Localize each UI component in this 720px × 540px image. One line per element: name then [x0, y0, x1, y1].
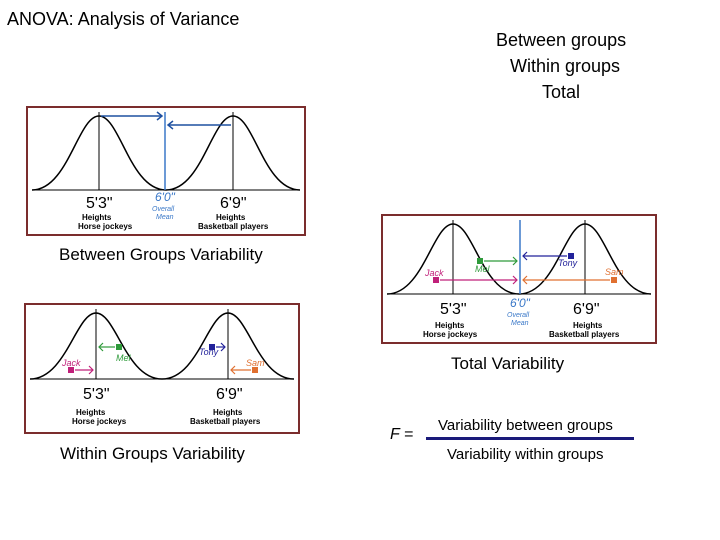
- basketball-heights-label: Heights: [216, 213, 246, 222]
- basketball-group-label: Basketball players: [190, 417, 261, 426]
- jack-label: Jack: [424, 268, 444, 278]
- jockey-mean-label: 5'3": [86, 195, 113, 212]
- formula-denominator: Variability within groups: [447, 446, 604, 463]
- basketball-group-label: Basketball players: [549, 330, 620, 339]
- jockey-mean-label: 5'3": [440, 301, 467, 318]
- basketball-group-label: Basketball players: [198, 222, 269, 231]
- mel-arrow-head: [512, 256, 518, 266]
- legend-between: Between groups: [496, 30, 627, 50]
- jack-marker: [68, 367, 74, 373]
- f-label: F =: [390, 426, 414, 443]
- tony-label: Tony: [558, 258, 578, 268]
- basketball-mean-label: 6'9": [220, 195, 247, 212]
- basketball-arrow-head: [166, 120, 174, 130]
- mel-label: Mel: [475, 264, 491, 274]
- formula-numerator: Variability between groups: [438, 417, 613, 434]
- tony-label: Tony: [199, 347, 219, 357]
- mel-label: Mel: [116, 353, 132, 363]
- total-variability-svg: Mel Jack Tony Sam 5'3" 6'9" 6'0" Overall…: [386, 220, 652, 339]
- mean-label: Mean: [511, 320, 529, 327]
- jockey-heights-label: Heights: [435, 321, 465, 330]
- fraction-bar: [426, 437, 634, 440]
- overall-label: Overall: [507, 312, 530, 319]
- jockey-heights-label: Heights: [76, 408, 106, 417]
- within-groups-svg: Mel Jack Tony Sam 5'3" 6'9" Heights Hors…: [29, 309, 295, 426]
- caption-within: Within Groups Variability: [60, 444, 245, 463]
- within-groups-diagram: Mel Jack Tony Sam 5'3" 6'9" Heights Hors…: [24, 303, 300, 434]
- sam-arrow-head: [230, 365, 236, 375]
- sam-arrow-head: [522, 275, 528, 285]
- jockey-group-label: Horse jockeys: [423, 330, 478, 339]
- tony-arrow-head: [522, 251, 528, 261]
- jockey-heights-label: Heights: [82, 213, 112, 222]
- legend-within: Within groups: [510, 56, 621, 76]
- between-groups-svg: 5'3" 6'9" 6'0" Overall Mean Heights Hors…: [31, 111, 301, 231]
- distribution-curves: [386, 223, 652, 295]
- tony-arrow-head: [220, 342, 226, 352]
- sam-marker: [252, 367, 258, 373]
- basketball-heights-label: Heights: [213, 408, 243, 417]
- tony-marker: [209, 344, 215, 350]
- tony-marker: [568, 253, 574, 259]
- basketball-heights-label: Heights: [573, 321, 603, 330]
- overall-mean-value: 6'0": [155, 190, 176, 204]
- between-groups-diagram: 5'3" 6'9" 6'0" Overall Mean Heights Hors…: [26, 106, 306, 236]
- overall-mean-value: 6'0": [510, 296, 531, 310]
- jockey-mean-label: 5'3": [83, 386, 110, 403]
- sam-label: Sam: [246, 358, 265, 368]
- jack-arrow-head: [88, 365, 94, 375]
- total-variability-diagram: Mel Jack Tony Sam 5'3" 6'9" 6'0" Overall…: [381, 214, 657, 344]
- jack-marker: [433, 277, 439, 283]
- jack-label: Jack: [61, 358, 81, 368]
- sam-label: Sam: [605, 267, 624, 277]
- caption-total: Total Variability: [451, 354, 565, 373]
- jockey-arrow-head: [156, 111, 164, 121]
- legend-total: Total: [542, 82, 581, 102]
- basketball-mean-label: 6'9": [216, 386, 243, 403]
- mean-label: Mean: [156, 214, 174, 221]
- mel-marker: [116, 344, 122, 350]
- mel-marker: [477, 258, 483, 264]
- overall-label: Overall: [152, 206, 175, 213]
- page-title: ANOVA: Analysis of Variance: [7, 9, 240, 29]
- jack-arrow-head: [512, 275, 518, 285]
- basketball-mean-label: 6'9": [573, 301, 600, 318]
- jockey-group-label: Horse jockeys: [78, 222, 133, 231]
- caption-between: Between Groups Variability: [59, 245, 263, 264]
- distribution-curves: [31, 115, 301, 191]
- jockey-group-label: Horse jockeys: [72, 417, 127, 426]
- sam-marker: [611, 277, 617, 283]
- mel-arrow-head: [98, 342, 104, 352]
